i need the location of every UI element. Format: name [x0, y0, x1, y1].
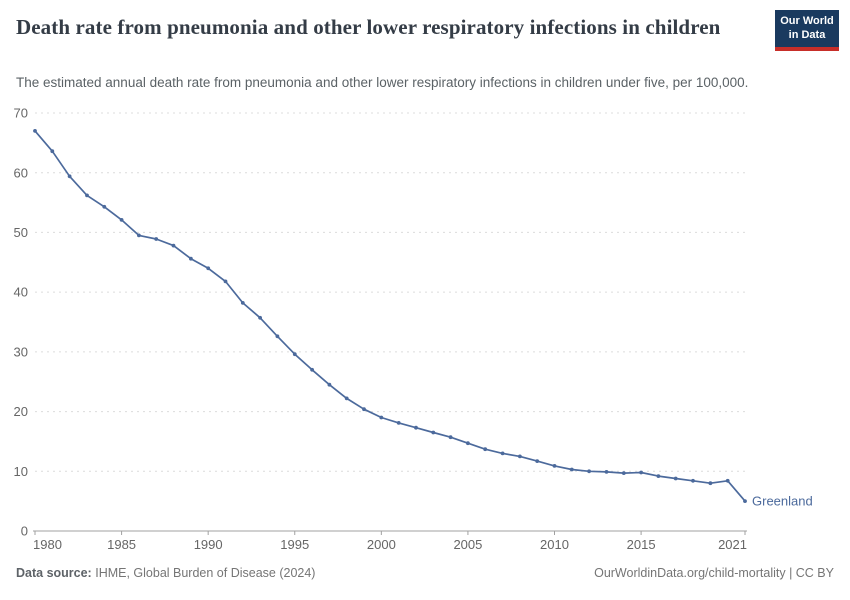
- data-point[interactable]: [587, 469, 591, 474]
- x-tick-label: 1980: [33, 537, 62, 552]
- data-source-value: IHME, Global Burden of Disease (2024): [95, 566, 316, 580]
- data-point[interactable]: [691, 478, 695, 483]
- data-point[interactable]: [725, 478, 730, 483]
- data-point[interactable]: [604, 470, 609, 474]
- data-point[interactable]: [500, 451, 505, 456]
- y-tick-label: 10: [14, 464, 28, 479]
- x-tick-label: 1995: [280, 537, 309, 552]
- data-point[interactable]: [258, 315, 262, 320]
- data-point[interactable]: [552, 464, 557, 468]
- y-tick-label: 20: [14, 404, 28, 419]
- data-point[interactable]: [621, 471, 626, 475]
- owid-logo-line1: Our World: [780, 15, 834, 27]
- data-point[interactable]: [483, 447, 488, 452]
- y-tick-label: 70: [14, 106, 28, 121]
- y-tick-label: 60: [14, 165, 28, 180]
- data-point[interactable]: [362, 407, 366, 412]
- data-point[interactable]: [33, 129, 37, 133]
- data-source: Data source: IHME, Global Burden of Dise…: [16, 566, 315, 580]
- data-point[interactable]: [67, 174, 72, 179]
- data-point[interactable]: [743, 499, 747, 503]
- y-tick-label: 30: [14, 344, 28, 359]
- data-point[interactable]: [656, 474, 661, 478]
- data-point[interactable]: [466, 441, 470, 446]
- data-point[interactable]: [119, 218, 124, 222]
- data-point[interactable]: [292, 352, 297, 357]
- series-line: [34, 130, 746, 502]
- data-point[interactable]: [189, 256, 193, 261]
- data-point[interactable]: [85, 193, 89, 198]
- x-tick-label: 2010: [540, 537, 569, 552]
- attribution-link[interactable]: OurWorldinData.org/child-mortality | CC …: [594, 566, 834, 580]
- data-point[interactable]: [102, 204, 107, 209]
- owid-logo-line2: in Data: [788, 28, 826, 41]
- data-source-label: Data source:: [16, 566, 92, 580]
- data-point[interactable]: [344, 396, 349, 401]
- data-point[interactable]: [275, 334, 280, 339]
- chart-title: Death rate from pneumonia and other lowe…: [16, 15, 721, 39]
- data-point[interactable]: [327, 382, 332, 387]
- data-point[interactable]: [708, 481, 713, 486]
- x-tick-label: 1990: [194, 537, 223, 552]
- owid-logo[interactable]: Our World in Data: [775, 10, 839, 51]
- data-point[interactable]: [431, 430, 436, 435]
- series-end-label[interactable]: Greenland: [752, 494, 813, 509]
- y-tick-label: 40: [14, 285, 28, 300]
- chart-footer: Data source: IHME, Global Burden of Dise…: [16, 566, 834, 580]
- data-point[interactable]: [396, 421, 401, 425]
- data-point[interactable]: [50, 149, 55, 154]
- data-point[interactable]: [137, 233, 141, 238]
- data-point[interactable]: [223, 279, 228, 284]
- x-tick-label: 2021: [718, 537, 747, 552]
- y-tick-label: 0: [21, 524, 28, 539]
- x-tick-label: 1985: [107, 537, 136, 552]
- y-tick-label: 50: [14, 225, 28, 240]
- data-point[interactable]: [414, 425, 418, 430]
- data-point[interactable]: [518, 454, 522, 459]
- x-tick-label: 2000: [367, 537, 396, 552]
- data-point[interactable]: [535, 459, 540, 463]
- data-point[interactable]: [639, 470, 643, 475]
- data-point[interactable]: [154, 237, 159, 241]
- x-tick-label: 2015: [627, 537, 656, 552]
- data-point[interactable]: [673, 476, 678, 481]
- data-point[interactable]: [379, 415, 384, 420]
- data-point[interactable]: [448, 435, 453, 440]
- data-point[interactable]: [240, 301, 245, 305]
- data-point[interactable]: [569, 467, 574, 472]
- data-point[interactable]: [310, 367, 314, 372]
- chart-subtitle: The estimated annual death rate from pne…: [16, 75, 749, 90]
- x-tick-label: 2005: [453, 537, 482, 552]
- data-point[interactable]: [206, 266, 211, 271]
- data-point[interactable]: [171, 243, 176, 248]
